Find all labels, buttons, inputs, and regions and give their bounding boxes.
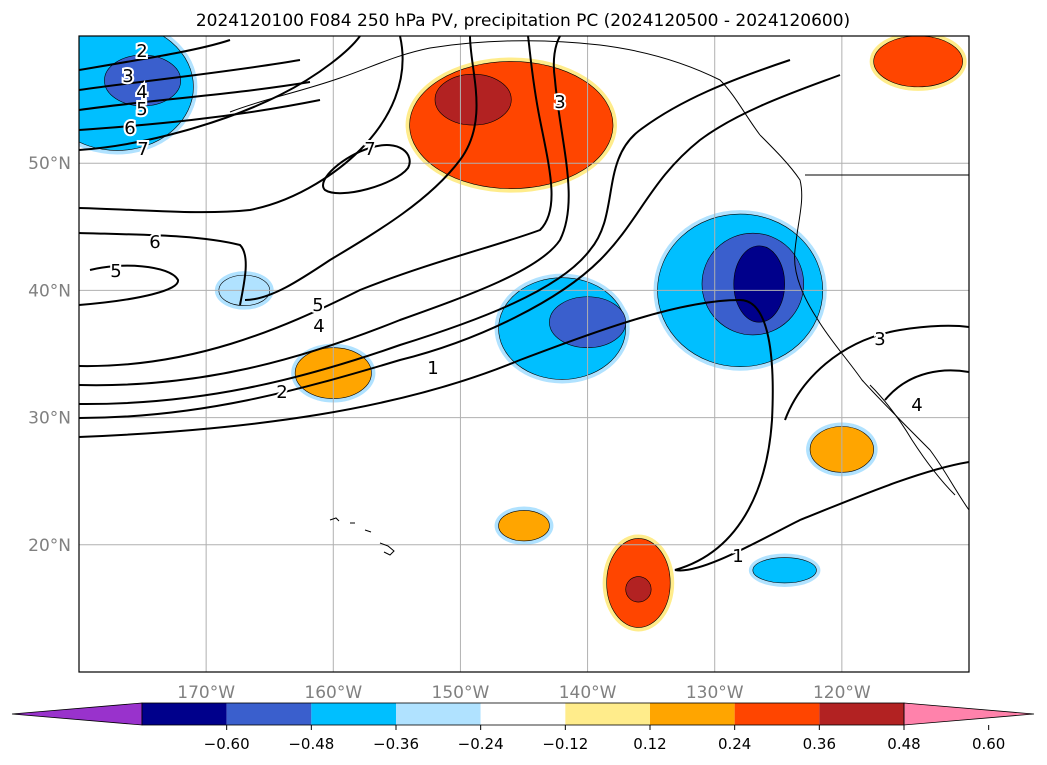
y-tick-label: 50°N — [28, 154, 71, 174]
shaded-region — [498, 510, 550, 542]
colorbar-tick-label: 0.48 — [887, 735, 920, 753]
colorbar-segment — [734, 703, 820, 725]
colorbar-segment — [311, 703, 396, 725]
contour-label: 4 — [136, 82, 147, 103]
pv-contour-5 — [79, 36, 478, 306]
pv-contour-3 — [79, 36, 570, 387]
map-frame — [78, 35, 970, 673]
contour-label: 5 — [136, 99, 147, 120]
contour-label: 2 — [136, 41, 147, 62]
gridlines — [79, 36, 969, 672]
contour-label: 3 — [122, 66, 133, 87]
shaded-region — [409, 61, 614, 189]
shaded-region — [434, 73, 512, 126]
contour-label: 4 — [911, 395, 922, 416]
y-tick-label: 20°N — [28, 536, 71, 556]
colorbar-segment — [480, 703, 566, 725]
north-america-coast — [759, 134, 969, 511]
colorbar: −0.60 −0.48 −0.36 −0.24 −0.12 0.12 0.24 0.36 0.4… — [11, 702, 1035, 753]
contour-label: 2 — [276, 382, 287, 403]
contour-label: 6 — [149, 232, 160, 253]
colorbar-extend-min — [11, 702, 143, 726]
shaded-region — [104, 54, 182, 107]
x-tick-label: 160°W — [304, 683, 362, 703]
colorbar-tick-label: 0.36 — [803, 735, 836, 753]
x-tick-label: 130°W — [686, 683, 744, 703]
pv-contour-3b — [784, 324, 969, 421]
pv-contour-7 — [322, 143, 411, 195]
hawaii-islands — [329, 517, 395, 556]
x-tick-label: 140°W — [559, 683, 617, 703]
contour-label: 1 — [427, 358, 438, 379]
colorbar-tick-label: −0.36 — [373, 735, 419, 753]
colorbar-segment — [226, 703, 312, 725]
x-axis-ticks: 170°W 160°W 150°W 140°W 130°W 120°W — [177, 683, 871, 703]
contour-label: 6 — [124, 118, 135, 139]
colorbar-tick-label: −0.48 — [288, 735, 334, 753]
shaded-region — [625, 576, 652, 603]
shaded-region — [873, 36, 963, 88]
contour-label: 3 — [554, 92, 565, 113]
colorbar-outline — [141, 702, 905, 726]
colorbar-tick-label: −0.24 — [458, 735, 504, 753]
colorbar-segment — [565, 703, 650, 725]
contour-label: 7 — [137, 139, 148, 160]
colorbar-segment — [396, 703, 481, 725]
pv-contour-6b — [79, 36, 404, 214]
contour-label: 5 — [312, 295, 323, 316]
x-tick-label: 150°W — [432, 683, 490, 703]
alaska-coast — [229, 40, 761, 136]
contour-labels: 1 1 2 2 3 3 3 4 4 4 5 5 5 6 6 7 7 — [108, 39, 924, 569]
y-axis-ticks: 20°N 30°N 40°N 50°N — [28, 154, 71, 556]
colorbar-extend-max — [903, 702, 1035, 726]
x-tick-label: 170°W — [177, 683, 235, 703]
colorbar-segment — [819, 703, 904, 725]
shaded-region — [733, 245, 785, 323]
pv-contour-4 — [79, 36, 553, 368]
colorbar-tick-label: 0.12 — [633, 735, 666, 753]
baja-coast — [869, 384, 956, 496]
contour-label: 4 — [313, 316, 324, 337]
colorbar-segment — [650, 703, 735, 725]
shaded-region — [752, 557, 817, 584]
coastlines — [229, 40, 969, 556]
contour-label: 5 — [110, 261, 121, 282]
y-tick-label: 30°N — [28, 409, 71, 429]
chart-title: 2024120100 F084 250 hPa PV, precipitatio… — [196, 11, 850, 31]
pv-contours — [79, 36, 969, 572]
colorbar-tick-label: −0.60 — [204, 735, 250, 753]
pv-contour-upper — [79, 39, 321, 131]
y-tick-label: 40°N — [28, 281, 71, 301]
pv-contour-1 — [79, 298, 969, 572]
pv-contour-2 — [79, 74, 841, 419]
pv-contour-6 — [79, 232, 247, 306]
colorbar-segment — [142, 703, 227, 725]
colorbar-tick-label: −0.12 — [542, 735, 588, 753]
pv-contour-7b — [79, 36, 361, 151]
pv-contour-2b — [79, 59, 791, 406]
contour-label: 7 — [364, 139, 375, 160]
contour-label: 1 — [732, 546, 743, 567]
colorbar-tick-label: 0.24 — [718, 735, 751, 753]
contour-label: 3 — [874, 329, 885, 350]
colorbar-tick-label: 0.60 — [972, 735, 1005, 753]
pv-contour-4b — [884, 369, 969, 401]
x-tick-label: 120°W — [813, 683, 871, 703]
